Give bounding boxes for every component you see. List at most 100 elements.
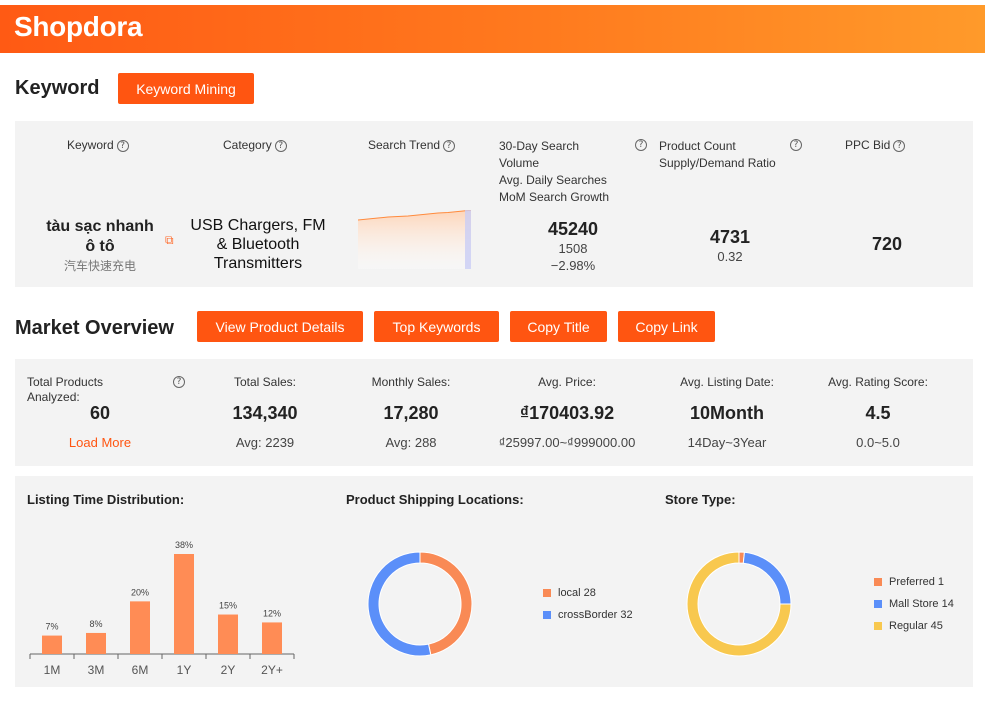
ppc-bid-value: 720: [871, 234, 903, 254]
mom-growth-value: −2.98%: [550, 258, 596, 273]
legend-regular: Regular 45: [874, 620, 943, 632]
search-trend-header: Search Trend?: [368, 138, 456, 152]
view-product-details-button[interactable]: View Product Details: [197, 311, 363, 342]
header-line: 30-Day Search: [499, 139, 580, 153]
product-count-value: 4731: [709, 227, 751, 247]
keyword-translation: 汽车快速充电: [63, 259, 136, 273]
keyword-header: Keyword?: [67, 138, 129, 152]
total-sales-label: Total Sales:: [233, 375, 297, 389]
bar-2Y+: [262, 622, 282, 654]
avg-price-value: ₫170403.92: [519, 403, 615, 423]
slice-mall-store: [742, 551, 792, 605]
x-tick-label: 6M: [132, 663, 149, 677]
listing-date-range: 14Day~3Year: [687, 435, 767, 450]
help-icon[interactable]: ?: [635, 139, 647, 151]
search-volume-header: 30-Day Search Volume Avg. Daily Searches…: [499, 138, 609, 206]
monthly-sales-avg: Avg: 288: [385, 435, 437, 450]
bar-data-label: 7%: [45, 622, 58, 632]
help-icon[interactable]: ?: [274, 140, 287, 152]
top-keywords-button[interactable]: Top Keywords: [374, 311, 499, 342]
market-overview-title: Market Overview: [15, 317, 174, 339]
legend-label: Preferred 1: [889, 576, 945, 588]
avg-listing-date-value: 10Month: [690, 403, 764, 423]
copy-icon[interactable]: ⧉: [165, 233, 174, 247]
listing-time-title: Listing Time Distribution:: [27, 492, 185, 507]
search-volume-values: 45240 1508 −2.98%: [503, 219, 643, 274]
total-sales-avg: Avg: 2239: [235, 435, 295, 450]
legend-label: local 28: [558, 587, 596, 599]
x-tick-label: 1Y: [177, 663, 192, 677]
ppc-bid-header-label: PPC Bid: [845, 138, 891, 152]
slice-crossborder: [367, 551, 432, 657]
total-products-value: 60: [89, 403, 111, 423]
header-line: Product Count: [659, 139, 736, 153]
help-icon[interactable]: ?: [790, 139, 802, 151]
legend-label: Regular 45: [889, 620, 943, 632]
product-count-values: 4731 0.32: [660, 227, 800, 265]
listing-time-bar-chart: 7% 1M 8% 3M 20% 6M 38% 1Y 15% 2Y 12% 2Y+: [29, 540, 295, 677]
store-type-title: Store Type:: [665, 492, 736, 507]
monthly-sales-value: 17,280: [383, 403, 439, 423]
avg-price-label: Avg. Price:: [538, 375, 596, 389]
total-sales-value: 134,340: [232, 403, 298, 423]
search-trend-sparkline: [358, 210, 471, 269]
legend-swatch: [874, 622, 882, 630]
keyword-value: tàu sạc nhanh ô tô 汽车快速充电: [25, 217, 175, 275]
keyword-section-title: Keyword: [15, 77, 100, 99]
legend-mall-store: Mall Store 14: [874, 598, 954, 610]
help-icon[interactable]: ?: [893, 140, 906, 152]
search-volume-value: 45240: [547, 219, 599, 239]
category-line: & Bluetooth: [216, 236, 300, 253]
rating-range: 0.0~5.0: [856, 435, 900, 450]
header-line: Avg. Daily Searches: [499, 173, 607, 187]
bar-data-label: 20%: [131, 587, 149, 597]
category-header-label: Category: [223, 138, 272, 152]
help-icon[interactable]: ?: [173, 376, 185, 388]
x-tick-label: 2Y+: [261, 663, 283, 677]
header-line: Supply/Demand Ratio: [659, 156, 776, 170]
bar-1M: [42, 635, 62, 654]
bar-3M: [86, 632, 106, 654]
legend-swatch: [874, 578, 882, 586]
slice-regular: [686, 551, 792, 657]
market-stats-panel: Total Products Analyzed: ? 60 Load More …: [15, 359, 973, 466]
category-line: USB Chargers, FM: [190, 217, 326, 234]
legend-swatch: [543, 589, 551, 597]
header-line: Volume: [499, 156, 540, 170]
charts-panel: Listing Time Distribution: Product Shipp…: [15, 476, 973, 687]
avg-listing-date-label: Avg. Listing Date:: [680, 375, 774, 389]
legend-preferred: Preferred 1: [874, 576, 944, 588]
supply-demand-value: 0.32: [717, 249, 743, 264]
load-more-link[interactable]: Load More: [68, 435, 132, 450]
shipping-donut-chart: [367, 551, 473, 657]
product-count-header: Product Count Supply/Demand Ratio: [659, 138, 776, 172]
keyword-mining-button[interactable]: Keyword Mining: [118, 73, 254, 104]
legend-local: local 28: [543, 587, 596, 599]
monthly-sales-label: Monthly Sales:: [371, 375, 451, 389]
help-icon[interactable]: ?: [116, 140, 129, 152]
shopdora-logo: Shopdora: [14, 11, 143, 42]
bar-data-label: 12%: [263, 608, 281, 618]
bar-1Y: [174, 554, 194, 654]
avg-rating-value: 4.5: [865, 403, 891, 423]
price-range: ₫25997.00~₫999000.00: [498, 435, 636, 450]
label-line: Total Products: [27, 375, 104, 389]
x-tick-label: 3M: [88, 663, 105, 677]
x-tick-label: 2Y: [221, 663, 236, 677]
keyword-line: ô tô: [85, 238, 115, 255]
store-type-donut-chart: [686, 551, 792, 657]
legend-swatch: [874, 600, 882, 608]
label-line: Analyzed:: [27, 390, 80, 404]
ppc-bid-header: PPC Bid?: [845, 138, 906, 152]
copy-title-button[interactable]: Copy Title: [510, 311, 607, 342]
category-value: USB Chargers, FM & Bluetooth Transmitter…: [183, 216, 333, 273]
bar-data-label: 8%: [89, 619, 102, 629]
avg-rating-label: Avg. Rating Score:: [828, 375, 928, 389]
total-products-label: Total Products Analyzed:: [27, 375, 103, 405]
header-line: MoM Search Growth: [499, 190, 610, 204]
copy-link-button[interactable]: Copy Link: [618, 311, 715, 342]
help-icon[interactable]: ?: [443, 140, 456, 152]
legend-crossborder: crossBorder 32: [543, 609, 633, 621]
app-header: Shopdora: [0, 5, 985, 53]
bar-data-label: 38%: [175, 540, 193, 550]
